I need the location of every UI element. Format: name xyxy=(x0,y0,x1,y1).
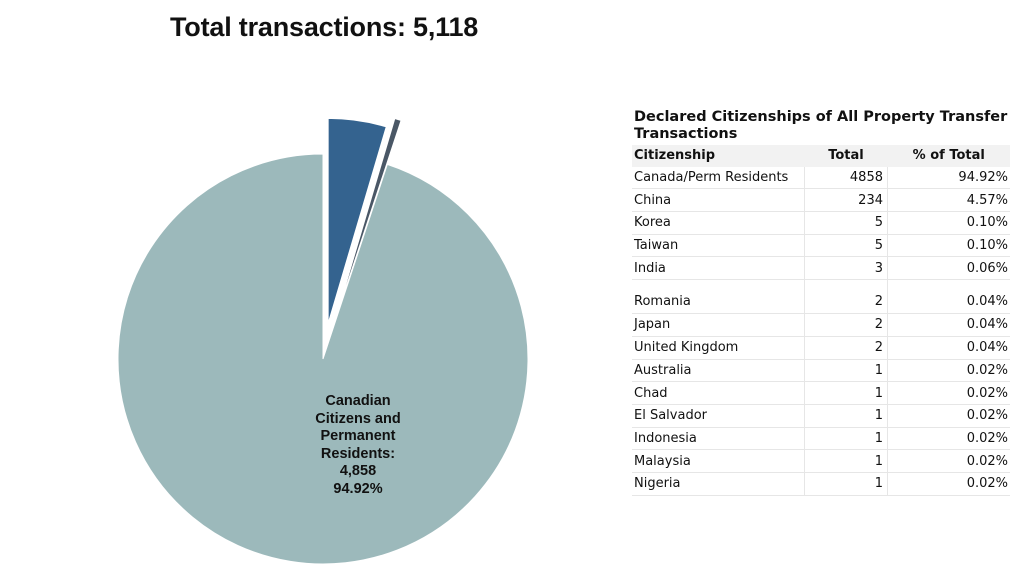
pct-cell: 0.04% xyxy=(887,313,1010,337)
citizenship-cell: Australia xyxy=(632,359,805,383)
table-row: Indonesia 1 0.02% xyxy=(632,427,1010,451)
table-row: United Kingdom 2 0.04% xyxy=(632,336,1010,360)
table-row: Romania 2 0.04% xyxy=(632,279,1010,315)
total-cell: 1 xyxy=(804,381,888,405)
total-cell: 2 xyxy=(804,313,888,337)
pct-cell: 0.02% xyxy=(887,359,1010,383)
pct-cell: 4.57% xyxy=(887,188,1010,213)
pie-slice-canadian-citizens-and-permanent-residents xyxy=(117,153,529,565)
citizenship-cell: Malaysia xyxy=(632,449,805,473)
table-row: Taiwan 5 0.10% xyxy=(632,234,1010,258)
pie-slice-china xyxy=(327,117,387,324)
total-cell: 2 xyxy=(804,336,888,360)
table-row: India 3 0.06% xyxy=(632,256,1010,281)
citizenship-cell: Indonesia xyxy=(632,427,805,451)
citizenship-cell: United Kingdom xyxy=(632,336,805,360)
table-header-row: Citizenship Total % of Total xyxy=(632,145,1010,167)
pct-cell: 0.06% xyxy=(887,256,1010,281)
citizenship-cell: Japan xyxy=(632,313,805,337)
pie-label-percent: 94.92% xyxy=(333,480,383,497)
header-pct: % of Total xyxy=(887,145,1010,167)
total-cell: 1 xyxy=(804,359,888,383)
pct-cell: 0.04% xyxy=(887,279,1010,315)
table-title: Declared Citizenships of All Property Tr… xyxy=(632,105,1010,145)
pie-label-line: Permanent xyxy=(320,428,396,445)
total-cell: 1 xyxy=(804,449,888,473)
pct-cell: 0.02% xyxy=(887,449,1010,473)
table-row: Australia 1 0.02% xyxy=(632,359,1010,383)
citizenship-cell: Taiwan xyxy=(632,234,805,258)
pct-cell: 0.02% xyxy=(887,404,1010,428)
pie-label-value: 4,858 xyxy=(339,463,377,480)
pie-label-line: Canadian xyxy=(325,393,391,409)
header-citizenship: Citizenship xyxy=(632,145,805,167)
table-row: China 234 4.57% xyxy=(632,188,1010,213)
citizenship-cell: India xyxy=(632,256,805,281)
table-row: Japan 2 0.04% xyxy=(632,313,1010,337)
total-cell: 1 xyxy=(804,472,888,496)
table-body: Canada/Perm Residents 4858 94.92% China 234 4… xyxy=(632,166,1010,496)
pct-cell: 0.02% xyxy=(887,381,1010,405)
total-cell: 3 xyxy=(804,256,888,281)
pie-slice-other xyxy=(336,117,402,316)
citizenship-cell: Korea xyxy=(632,211,805,235)
chart-title: Total transactions: 5,118 xyxy=(170,12,479,42)
citizenship-cell: China xyxy=(632,188,805,213)
pie-label-line: Citizens and xyxy=(315,410,401,427)
pct-cell: 0.10% xyxy=(887,211,1010,235)
table-row: Korea 5 0.10% xyxy=(632,211,1010,235)
total-cell: 234 xyxy=(804,188,888,213)
citizenship-table: Declared Citizenships of All Property Tr… xyxy=(632,105,1010,496)
citizenship-cell: Chad xyxy=(632,381,805,405)
citizenship-cell: Nigeria xyxy=(632,472,805,496)
header-total: Total xyxy=(804,145,888,167)
total-cell: 1 xyxy=(804,404,888,428)
pct-cell: 0.10% xyxy=(887,234,1010,258)
citizenship-cell: Canada/Perm Residents xyxy=(632,166,805,190)
table-row: Chad 1 0.02% xyxy=(632,381,1010,405)
pct-cell: 0.04% xyxy=(887,336,1010,360)
table-row: El Salvador 1 0.02% xyxy=(632,404,1010,428)
pct-cell: 0.02% xyxy=(887,472,1010,496)
pie-chart xyxy=(117,117,529,565)
pct-cell: 94.92% xyxy=(887,166,1010,190)
table-row: Malaysia 1 0.02% xyxy=(632,449,1010,473)
total-cell: 5 xyxy=(804,211,888,235)
total-cell: 2 xyxy=(804,279,888,315)
total-cell: 5 xyxy=(804,234,888,258)
total-cell: 1 xyxy=(804,427,888,451)
pct-cell: 0.02% xyxy=(887,427,1010,451)
table-row: Nigeria 1 0.02% xyxy=(632,472,1010,496)
citizenship-cell: El Salvador xyxy=(632,404,805,428)
pie-label-line: Residents: xyxy=(320,445,396,462)
table-row: Canada/Perm Residents 4858 94.92% xyxy=(632,166,1010,190)
citizenship-cell: Romania xyxy=(632,279,805,315)
pie-data-label: Canadian Citizens and Permanent Resident… xyxy=(293,393,423,499)
total-cell: 4858 xyxy=(804,166,888,190)
